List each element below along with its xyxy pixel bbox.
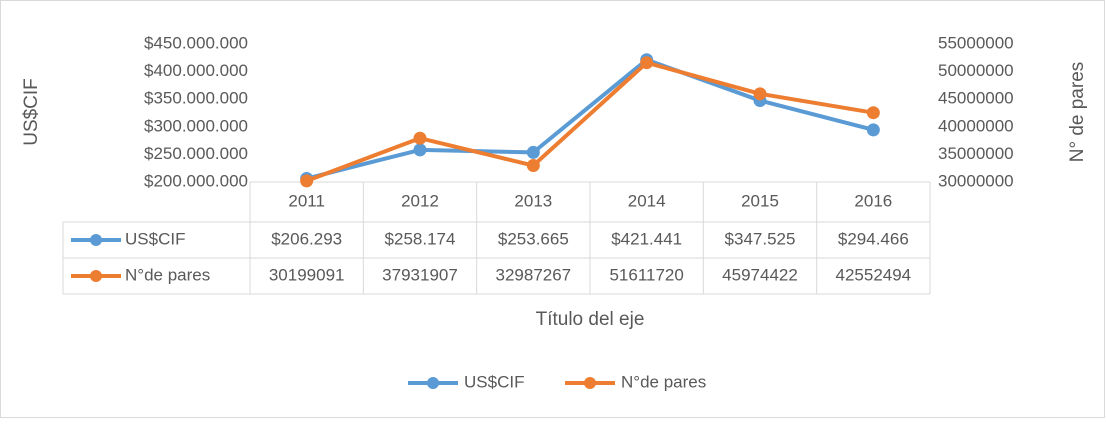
data-point xyxy=(300,174,314,188)
x-tick-label: 2014 xyxy=(628,191,666,210)
table-cell: $347.525 xyxy=(725,229,796,248)
series-line xyxy=(306,57,874,181)
y-tick-label: $350.000.000 xyxy=(144,89,248,108)
table-cell: 51611720 xyxy=(609,265,683,284)
table-cell: 45974422 xyxy=(722,265,798,284)
table-key-marker xyxy=(90,270,102,282)
table-cell: 30199091 xyxy=(269,265,345,284)
data-point xyxy=(640,56,654,70)
data-point xyxy=(413,131,427,145)
table-cell: $258.174 xyxy=(385,229,456,248)
table-key-marker xyxy=(90,234,102,246)
y2-tick-label: 45000000 xyxy=(938,89,1014,108)
x-tick-label: 2013 xyxy=(514,191,552,210)
x-tick-label: 2012 xyxy=(401,191,439,210)
x-tick-label: 2016 xyxy=(854,191,892,210)
data-point xyxy=(526,145,540,159)
y-axis-title: US$CIF xyxy=(21,78,42,146)
table-row-label: N°de pares xyxy=(125,265,210,284)
y-tick-label: $300.000.000 xyxy=(144,116,248,135)
x-tick-label: 2015 xyxy=(741,191,779,210)
legend-label: N°de pares xyxy=(621,372,706,391)
legend-key-marker xyxy=(584,377,596,389)
table-cell: 37931907 xyxy=(382,265,458,284)
data-point xyxy=(866,106,880,120)
y2-tick-label: 50000000 xyxy=(938,61,1014,80)
y-tick-label: $400.000.000 xyxy=(144,61,248,80)
y-tick-label: $450.000.000 xyxy=(144,33,248,52)
table-cell: $421.441 xyxy=(611,229,682,248)
legend-label: US$CIF xyxy=(464,372,524,391)
y-tick-label: $200.000.000 xyxy=(144,171,248,190)
y2-tick-label: 30000000 xyxy=(938,171,1014,190)
legend-key-marker xyxy=(427,377,439,389)
table-cell: $253.665 xyxy=(498,229,569,248)
x-axis-title: Título del eje xyxy=(536,309,645,330)
table-row-label: US$CIF xyxy=(125,229,185,248)
x-tick-label: 2011 xyxy=(288,191,325,210)
y2-tick-label: 55000000 xyxy=(938,33,1014,52)
table-cell: $294.466 xyxy=(838,229,909,248)
series-line xyxy=(305,60,874,183)
table-cell: $206.293 xyxy=(271,229,342,248)
y-tick-label: $250.000.000 xyxy=(144,144,248,163)
table-cell: 42552494 xyxy=(836,265,912,284)
table-cell: 32987267 xyxy=(496,265,572,284)
data-point xyxy=(526,159,540,173)
y2-axis-title: N° de pares xyxy=(1067,62,1088,163)
y2-tick-label: 40000000 xyxy=(938,116,1014,135)
data-point xyxy=(866,123,880,137)
data-point xyxy=(413,143,427,157)
y2-tick-label: 35000000 xyxy=(938,144,1014,163)
data-point xyxy=(753,87,767,101)
